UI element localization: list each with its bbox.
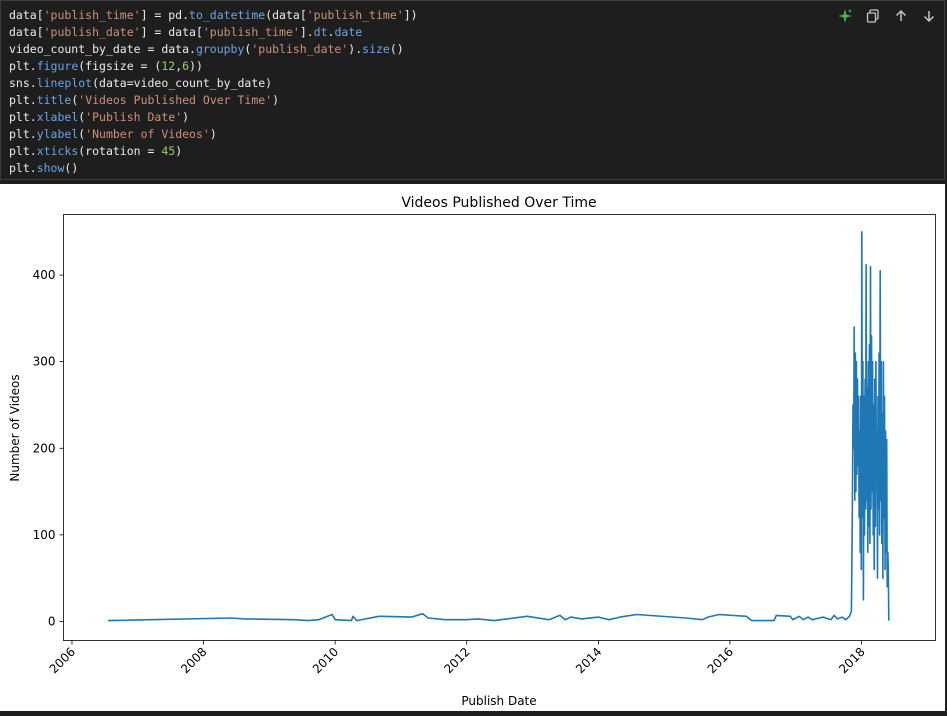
cell-toolbar xyxy=(836,7,938,25)
code-token: title xyxy=(36,93,72,107)
y-axis-ticks: 0 100 200 300 400 xyxy=(33,268,64,628)
code-token: plt. xyxy=(9,161,37,175)
code-token: 'Videos Published Over Time' xyxy=(78,93,273,107)
code-line: data['publish_date'] = data['publish_tim… xyxy=(9,24,418,41)
code-token: (data[ xyxy=(265,8,307,22)
code-token: (rotation = xyxy=(78,144,162,158)
code-token: dt xyxy=(313,25,328,39)
code-token: 12 xyxy=(161,59,176,73)
x-tick-label: 2016 xyxy=(705,645,736,676)
code-editor[interactable]: data['publish_time'] = pd.to_datetime(da… xyxy=(0,0,945,180)
code-token: size xyxy=(362,42,390,56)
code-token: ( xyxy=(78,110,86,124)
x-tick-label: 2012 xyxy=(441,645,472,676)
x-tick-label: 2008 xyxy=(178,645,209,676)
code-token: 45 xyxy=(161,144,176,158)
y-tick-label: 300 xyxy=(33,355,56,369)
cell-output: Videos Published Over Time 0 100 200 300 400… xyxy=(0,184,945,711)
code-token: to_datetime xyxy=(189,8,266,22)
code-token: 'publish_time' xyxy=(43,8,141,22)
code-token: lineplot xyxy=(36,76,93,90)
code-line: plt.title('Videos Published Over Time') xyxy=(9,92,418,109)
code-token: ]. xyxy=(299,25,314,39)
code-token: ] = pd. xyxy=(140,8,190,22)
code-line: sns.lineplot(data=video_count_by_date) xyxy=(9,75,418,92)
code-token: 'publish_time' xyxy=(202,25,300,39)
code-token: (figsize = ( xyxy=(78,59,162,73)
code-token: (data=video_count_by_date) xyxy=(92,76,273,90)
code-line: plt.xlabel('Publish Date') xyxy=(9,109,418,126)
code-token: ) xyxy=(209,127,217,141)
plot-frame xyxy=(63,214,936,641)
x-tick-label: 2010 xyxy=(310,645,341,676)
code-token: xticks xyxy=(36,144,79,158)
code-line: plt.show() xyxy=(9,160,418,177)
code-line: data['publish_time'] = pd.to_datetime(da… xyxy=(9,7,418,24)
code-line: plt.figure(figsize = (12,6)) xyxy=(9,58,418,75)
x-tick-label: 2014 xyxy=(573,645,604,676)
code-token: ) xyxy=(272,93,280,107)
arrow-down-icon[interactable] xyxy=(920,7,938,25)
code-token: )) xyxy=(189,59,203,73)
code-token: video_count_by_date = data. xyxy=(9,42,196,56)
code-token: plt. xyxy=(9,93,37,107)
y-tick-label: 100 xyxy=(33,528,56,542)
code-token: show xyxy=(36,161,65,175)
code-token: 'publish_time' xyxy=(306,8,404,22)
code-token: ) xyxy=(182,110,190,124)
code-token: 'publish_date' xyxy=(43,25,141,39)
code-token: ( xyxy=(71,93,79,107)
code-line: plt.ylabel('Number of Videos') xyxy=(9,126,418,143)
code-token: () xyxy=(389,42,404,56)
y-axis-label: Number of Videos xyxy=(8,374,22,481)
y-tick-label: 0 xyxy=(48,614,56,628)
chart-title: Videos Published Over Time xyxy=(401,195,596,211)
line-chart: Videos Published Over Time 0 100 200 300 400… xyxy=(8,195,936,708)
sparkle-icon[interactable] xyxy=(836,7,854,25)
code-token: sns. xyxy=(9,76,37,90)
series-line xyxy=(107,231,890,622)
code-token: plt. xyxy=(9,59,37,73)
y-tick-label: 200 xyxy=(33,441,56,455)
code-token: xlabel xyxy=(36,110,79,124)
code-token: ( xyxy=(244,42,252,56)
code-token: ]) xyxy=(403,8,418,22)
code-token: ). xyxy=(348,42,363,56)
code-token: , xyxy=(175,59,183,73)
code-token: 'publish_date' xyxy=(251,42,349,56)
code-token: 'Number of Videos' xyxy=(85,127,210,141)
code-token: ( xyxy=(78,127,86,141)
code-token: date xyxy=(334,25,363,39)
code-lines[interactable]: data['publish_time'] = pd.to_datetime(da… xyxy=(9,7,418,177)
code-token: figure xyxy=(36,59,79,73)
x-axis-label: Publish Date xyxy=(461,694,536,708)
code-token: . xyxy=(327,25,335,39)
code-token: data[ xyxy=(9,8,44,22)
code-token: () xyxy=(64,161,79,175)
code-token: plt. xyxy=(9,127,37,141)
code-token: groupby xyxy=(195,42,245,56)
x-axis-ticks: 2006 2008 2010 2012 2014 2016 2018 xyxy=(47,640,868,676)
code-token: ] = data[ xyxy=(140,25,203,39)
code-token: 'Publish Date' xyxy=(85,110,183,124)
arrow-up-icon[interactable] xyxy=(892,7,910,25)
y-tick-label: 400 xyxy=(33,268,56,282)
code-token: data[ xyxy=(9,25,44,39)
x-tick-label: 2006 xyxy=(47,645,78,676)
code-token: ylabel xyxy=(36,127,79,141)
code-token: ) xyxy=(175,144,183,158)
code-token: plt. xyxy=(9,144,37,158)
copy-icon[interactable] xyxy=(864,7,882,25)
code-line: video_count_by_date = data.groupby('publ… xyxy=(9,41,418,58)
code-token: plt. xyxy=(9,110,37,124)
code-token: 6 xyxy=(182,59,190,73)
x-tick-label: 2018 xyxy=(836,645,867,676)
code-line: plt.xticks(rotation = 45) xyxy=(9,143,418,160)
